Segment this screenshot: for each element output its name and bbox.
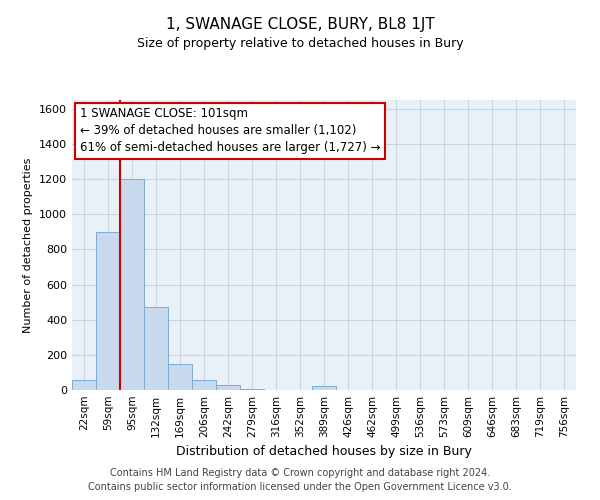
Bar	[192, 380, 216, 390]
Y-axis label: Number of detached properties: Number of detached properties	[23, 158, 34, 332]
Bar	[312, 386, 336, 390]
Bar	[96, 232, 120, 390]
X-axis label: Distribution of detached houses by size in Bury: Distribution of detached houses by size …	[176, 446, 472, 458]
Bar	[240, 389, 264, 390]
Text: Contains HM Land Registry data © Crown copyright and database right 2024.: Contains HM Land Registry data © Crown c…	[110, 468, 490, 477]
Bar	[168, 364, 192, 390]
Text: 1 SWANAGE CLOSE: 101sqm
← 39% of detached houses are smaller (1,102)
61% of semi: 1 SWANAGE CLOSE: 101sqm ← 39% of detache…	[80, 108, 380, 154]
Bar	[72, 380, 96, 390]
Bar	[144, 308, 168, 390]
Text: Size of property relative to detached houses in Bury: Size of property relative to detached ho…	[137, 38, 463, 51]
Text: 1, SWANAGE CLOSE, BURY, BL8 1JT: 1, SWANAGE CLOSE, BURY, BL8 1JT	[166, 18, 434, 32]
Bar	[216, 384, 240, 390]
Text: Contains public sector information licensed under the Open Government Licence v3: Contains public sector information licen…	[88, 482, 512, 492]
Bar	[120, 179, 144, 390]
